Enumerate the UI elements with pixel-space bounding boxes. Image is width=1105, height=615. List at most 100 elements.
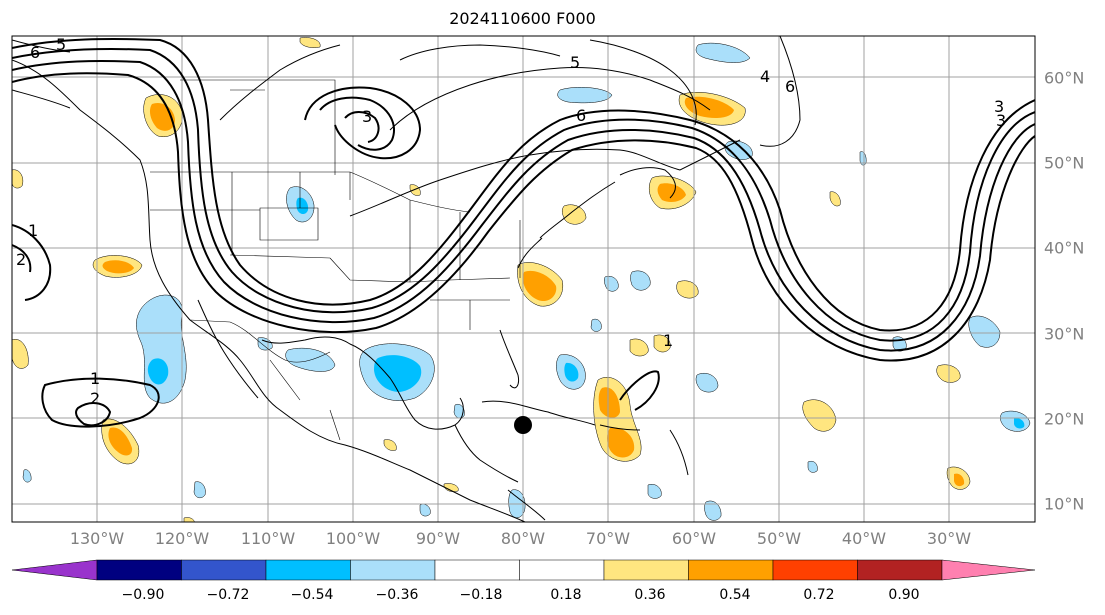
- lon-label: 130°W: [69, 529, 125, 548]
- contour-label: 5: [570, 53, 580, 72]
- negative-anomaly-region: [419, 504, 431, 517]
- lat-label: 50°N: [1044, 153, 1085, 173]
- positive-anomaly-region: [383, 439, 397, 451]
- contour-label: 1: [28, 221, 38, 240]
- colorbar-segment: [350, 559, 436, 581]
- contour-label: 3: [996, 111, 1006, 130]
- lat-label: 20°N: [1044, 409, 1085, 429]
- colorbar-tick-label: −0.90: [121, 587, 165, 603]
- negative-anomaly-region: [968, 315, 1001, 348]
- positive-anomaly-region: [183, 517, 195, 522]
- colorbar-segment: [434, 559, 520, 581]
- lon-label: 30°W: [926, 529, 972, 548]
- contour-label-group: 6 5 3 6 5 4 6 3 3 1 2 1 2 1: [16, 35, 1006, 408]
- negative-anomaly-region: [374, 355, 422, 392]
- positive-anomaly-region: [299, 37, 321, 48]
- colorbar-tick-label: −0.36: [375, 587, 419, 603]
- negative-anomaly-region: [604, 276, 619, 292]
- lon-label: 90°W: [415, 529, 461, 548]
- contour-label: 1: [663, 331, 673, 350]
- positive-anomaly-region: [108, 427, 133, 456]
- positive-anomaly-region: [12, 339, 29, 369]
- positive-anomaly-region: [954, 473, 965, 487]
- positive-anomaly-region: [522, 270, 557, 302]
- contour-label: 2: [16, 250, 26, 269]
- negative-anomaly-region: [647, 484, 662, 499]
- colorbar-segment: [857, 559, 943, 581]
- location-marker: [514, 416, 532, 434]
- contour-label: 5: [56, 35, 66, 54]
- negative-anomaly-region: [695, 372, 719, 393]
- chart-title: 2024110600 F000: [449, 9, 596, 28]
- colorbar-tick-label: 0.54: [719, 587, 751, 603]
- negative-anomaly-region: [147, 358, 169, 385]
- contour-label: 3: [362, 107, 372, 126]
- colorbar-tick-label: 0.72: [803, 587, 835, 603]
- negative-anomaly-region: [257, 337, 273, 351]
- positive-anomaly-region: [629, 338, 649, 357]
- negative-anomaly-region: [296, 197, 309, 215]
- lon-label: 60°W: [671, 529, 717, 548]
- negative-anomaly-region: [453, 404, 465, 419]
- contour-label: 6: [576, 106, 586, 125]
- negative-anomaly-region: [590, 318, 602, 332]
- positive-anomaly-region: [409, 184, 421, 196]
- anomaly-shading: [12, 37, 1031, 522]
- contour-label: 1: [90, 369, 100, 388]
- colorbar-tick-label: −0.54: [290, 587, 334, 603]
- colorbar-tick-label: 0.18: [550, 587, 582, 603]
- map-frame: [11, 35, 1036, 523]
- positive-anomaly-region: [676, 280, 699, 299]
- colorbar-segment: [603, 559, 689, 581]
- positive-anomaly-region: [657, 183, 686, 203]
- positive-anomaly-region: [936, 364, 961, 383]
- negative-anomaly-region: [695, 42, 751, 63]
- contour-label: 3: [994, 97, 1004, 116]
- lat-label: 10°N: [1044, 494, 1085, 514]
- colorbar-extend-low: [11, 559, 98, 581]
- negative-anomaly-region: [193, 481, 206, 499]
- colorbar-segment: [96, 559, 182, 581]
- positive-anomaly-region: [802, 399, 837, 432]
- negative-anomaly-region: [564, 362, 579, 382]
- colorbar-extend-high: [941, 559, 1036, 581]
- negative-anomaly-region: [1014, 417, 1025, 429]
- lat-label: 40°N: [1044, 238, 1085, 258]
- borders: [150, 79, 521, 441]
- colorbar-segment: [688, 559, 774, 581]
- contour-label: 4: [760, 67, 770, 86]
- positive-anomaly-region: [829, 191, 841, 207]
- colorbar-segment: [265, 559, 351, 581]
- colorbar-segment: [181, 559, 267, 581]
- colorbar-segment: [519, 559, 605, 581]
- positive-anomaly-region: [607, 427, 635, 458]
- positive-anomaly-region: [561, 204, 587, 225]
- lat-label: 60°N: [1044, 68, 1085, 88]
- lon-label: 100°W: [325, 529, 381, 548]
- colorbar: [11, 559, 1036, 581]
- negative-anomaly-region: [557, 87, 613, 104]
- lon-label: 110°W: [240, 529, 296, 548]
- positive-anomaly-region: [102, 260, 134, 274]
- negative-anomaly-region: [22, 469, 32, 483]
- negative-anomaly-region: [630, 270, 651, 291]
- contour-label: 2: [90, 389, 100, 408]
- negative-anomaly-region: [136, 294, 187, 404]
- lon-label: 120°W: [154, 529, 210, 548]
- lat-label: 30°N: [1044, 324, 1085, 344]
- contour-label: 6: [785, 77, 795, 96]
- positive-anomaly-region: [12, 169, 24, 189]
- lon-label: 80°W: [500, 529, 546, 548]
- coastlines: [12, 36, 801, 522]
- positive-anomaly-region: [684, 96, 734, 118]
- colorbar-tick-label: −0.18: [459, 587, 503, 603]
- positive-anomaly-region: [598, 387, 620, 418]
- colorbar-tick-label: 0.90: [888, 587, 920, 603]
- contour-lines: [12, 37, 1035, 428]
- colorbar-tick-label: −0.72: [206, 587, 250, 603]
- colorbar-tick-label: 0.36: [634, 587, 666, 603]
- contour-label: 6: [30, 43, 40, 62]
- colorbar-segment: [772, 559, 858, 581]
- lon-label: 70°W: [585, 529, 631, 548]
